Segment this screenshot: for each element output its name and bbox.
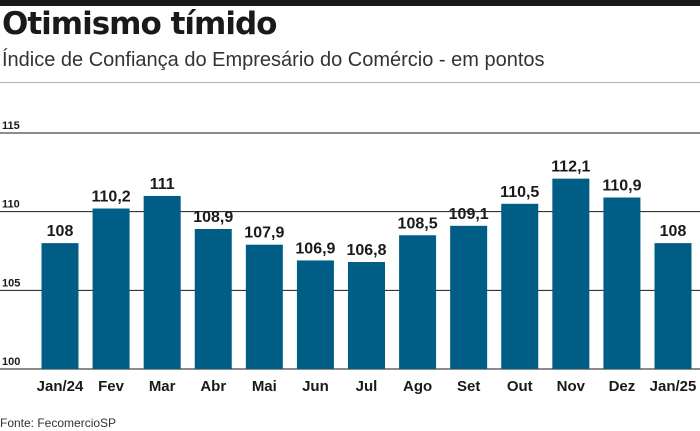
subtitle-rule bbox=[0, 82, 700, 83]
category-label: Nov bbox=[557, 378, 586, 395]
bar bbox=[399, 235, 437, 369]
category-label: Out bbox=[507, 378, 533, 395]
data-label: 108,5 bbox=[398, 215, 438, 232]
bar bbox=[603, 197, 641, 369]
bar bbox=[194, 228, 232, 369]
data-label: 111 bbox=[150, 176, 175, 193]
category-label: Jan/24 bbox=[37, 378, 84, 395]
data-label: 107,9 bbox=[244, 225, 284, 242]
data-label: 108 bbox=[660, 223, 687, 240]
y-tick-label: 115 bbox=[2, 120, 20, 132]
chart-subtitle: Índice de Confiança do Empresário do Com… bbox=[2, 49, 545, 71]
data-label: 106,9 bbox=[295, 240, 335, 257]
y-tick-label: 100 bbox=[2, 356, 20, 368]
bar bbox=[552, 178, 590, 369]
category-label: Jul bbox=[356, 378, 378, 395]
data-label: 110,2 bbox=[92, 189, 131, 206]
bar bbox=[296, 260, 334, 369]
category-label: Ago bbox=[403, 378, 432, 395]
source-note: Fonte: FecomercioSP bbox=[0, 416, 117, 430]
y-axis-labels: 100 105 110 115 bbox=[2, 120, 20, 368]
category-label: Set bbox=[457, 378, 480, 395]
bar bbox=[245, 244, 283, 369]
category-label: Mar bbox=[149, 378, 176, 395]
y-tick-label: 105 bbox=[2, 277, 20, 289]
top-rule bbox=[0, 0, 700, 6]
category-label: Jun bbox=[302, 378, 329, 395]
data-label: 109,1 bbox=[449, 206, 489, 223]
data-label: 108,9 bbox=[193, 209, 233, 226]
data-label: 112,1 bbox=[551, 159, 590, 176]
data-label: 108 bbox=[47, 223, 74, 240]
data-label: 110,9 bbox=[602, 178, 641, 195]
chart-title: Otimismo tímido bbox=[2, 6, 277, 42]
bar bbox=[501, 203, 539, 369]
x-axis-labels: Jan/24 Fev Mar Abr Mai Jun Jul Ago Set Out Nov Dez J… bbox=[37, 378, 697, 395]
data-labels: 108 110,2 111 108,9 107,9 106,9 106,8 108,5 109,… bbox=[47, 159, 687, 259]
y-tick-label: 110 bbox=[2, 199, 20, 211]
category-label: Jan/25 bbox=[650, 378, 697, 395]
category-label: Mai bbox=[252, 378, 277, 395]
bar bbox=[450, 225, 488, 369]
category-label: Abr bbox=[200, 378, 226, 395]
category-label: Fev bbox=[98, 378, 125, 395]
category-label: Dez bbox=[609, 378, 636, 395]
bar bbox=[654, 243, 692, 369]
data-label: 110,5 bbox=[500, 184, 539, 201]
bar bbox=[143, 195, 181, 369]
bar bbox=[41, 243, 79, 369]
data-label: 106,8 bbox=[346, 242, 386, 259]
bar bbox=[92, 208, 130, 369]
bar bbox=[348, 262, 385, 369]
bars bbox=[41, 178, 692, 369]
